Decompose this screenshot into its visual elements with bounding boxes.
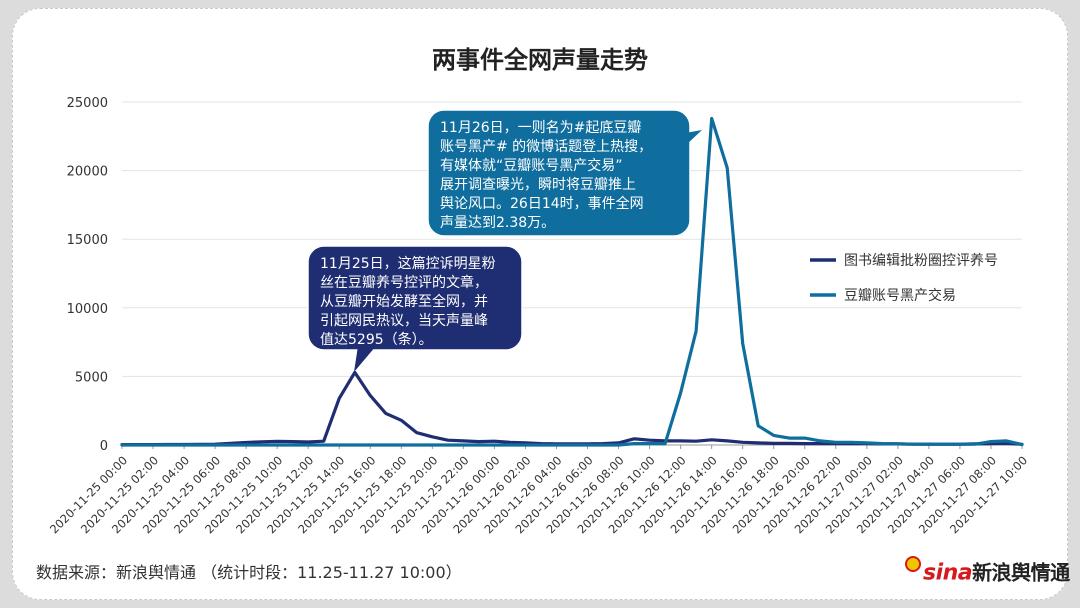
sina-yuqingtong-logo: sina新浪舆情通 bbox=[905, 556, 1070, 586]
series-line-2 bbox=[120, 116, 1024, 447]
y-tick-label: 5000 bbox=[75, 370, 108, 385]
annotation-nov26-line: 有媒体就“豆瓣账号黑产交易” bbox=[440, 157, 623, 174]
annotation-nov25-line: 值达5295（条）。 bbox=[320, 331, 433, 348]
annotation-nov25-box bbox=[307, 245, 523, 351]
logo-brand: sina bbox=[923, 560, 973, 586]
series-line-1 bbox=[120, 370, 1024, 447]
annotation-nov25-line: 丝在豆瓣养号控评的文章， bbox=[320, 274, 488, 291]
legend-label-1: 图书编辑批粉圈控评养号 bbox=[844, 253, 998, 269]
y-tick-label: 0 bbox=[100, 439, 108, 454]
logo-name: 新浪舆情通 bbox=[972, 560, 1070, 585]
annotation-nov25-line: 从豆瓣开始发酵至全网，并 bbox=[320, 293, 488, 310]
annotation-nov25-pointer bbox=[354, 346, 376, 372]
annotation-nov26-line: 账号黑产# 的微博话题登上热搜， bbox=[440, 138, 652, 155]
annotation-nov26-line: 11月26日，一则名为#起底豆瓣 bbox=[440, 120, 641, 136]
annotation-nov26-pointer bbox=[668, 130, 702, 162]
data-source-note: 数据来源：新浪舆情通 （统计时段：11.25-11.27 10:00） bbox=[36, 563, 462, 582]
annotation-nov26-line: 声量达到2.38万。 bbox=[440, 215, 555, 231]
sina-eye-icon bbox=[905, 556, 921, 572]
legend-label-2: 豆瓣账号黑产交易 bbox=[844, 287, 956, 304]
y-tick-label: 10000 bbox=[67, 302, 108, 317]
annotation-nov26-box bbox=[427, 109, 691, 237]
chart-card bbox=[12, 8, 1068, 600]
y-tick-label: 20000 bbox=[67, 165, 108, 180]
annotation-nov25-line: 11月25日，这篇控诉明星粉 bbox=[320, 255, 496, 272]
chart-title: 两事件全网声量走势 bbox=[432, 46, 648, 74]
y-tick-label: 25000 bbox=[67, 96, 108, 111]
annotation-nov26-line: 展开调查曝光，瞬时将豆瓣推上 bbox=[440, 177, 636, 193]
annotation-nov26-line: 舆论风口。26日14时，事件全网 bbox=[440, 195, 644, 212]
annotation-nov25-line: 引起网民热议，当天声量峰 bbox=[320, 313, 488, 329]
y-tick-label: 15000 bbox=[67, 233, 108, 248]
